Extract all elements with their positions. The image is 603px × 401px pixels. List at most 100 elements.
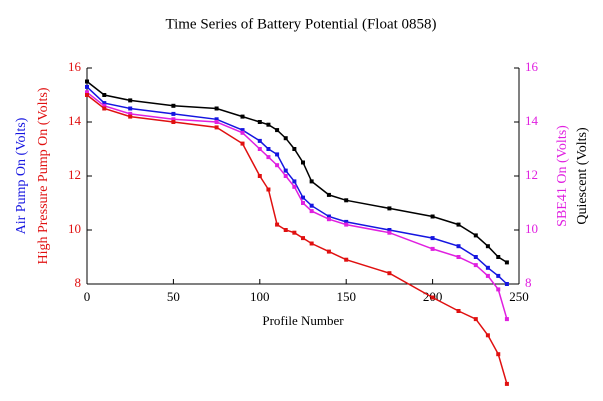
- data-point: [485, 333, 490, 338]
- data-point: [301, 195, 305, 200]
- y-axis-label: Air Pump On (Volts): [14, 117, 29, 234]
- y2-tick-label: 14: [525, 113, 539, 128]
- data-point: [292, 147, 297, 151]
- data-point: [326, 217, 331, 222]
- data-point: [171, 111, 176, 116]
- data-point: [240, 128, 245, 133]
- data-point: [85, 90, 89, 95]
- data-point: [456, 244, 461, 249]
- data-point: [301, 201, 305, 205]
- data-point: [473, 317, 478, 322]
- y2-tick-label: 12: [525, 167, 538, 182]
- data-point: [266, 122, 271, 127]
- y2-axis-label: Quiescent (Volts): [575, 127, 590, 225]
- data-point: [456, 309, 461, 313]
- data-point: [473, 263, 478, 268]
- data-point: [275, 163, 280, 168]
- data-point: [240, 141, 245, 146]
- data-point: [473, 233, 478, 238]
- data-point: [214, 125, 219, 130]
- data-point: [504, 381, 509, 386]
- data-point: [430, 214, 435, 219]
- data-point: [128, 106, 133, 111]
- data-point: [430, 246, 435, 251]
- data-point: [504, 317, 509, 322]
- y2-tick-label: 10: [525, 221, 538, 236]
- data-point: [283, 136, 288, 141]
- data-point: [485, 265, 490, 270]
- x-tick-label: 250: [509, 289, 529, 304]
- y2-axis-label: SBE41 On (Volts): [555, 125, 570, 227]
- chart-title: Time Series of Battery Potential (Float …: [165, 16, 436, 32]
- data-point: [301, 160, 305, 165]
- data-point: [266, 155, 271, 160]
- data-point: [485, 273, 490, 278]
- data-point: [473, 255, 478, 259]
- data-point: [102, 93, 107, 97]
- data-point: [85, 79, 89, 84]
- data-point: [496, 352, 501, 357]
- data-point: [266, 147, 271, 151]
- data-point: [240, 130, 245, 135]
- data-point: [283, 174, 288, 178]
- data-point: [128, 98, 133, 103]
- x-tick-label: 100: [250, 289, 270, 304]
- data-point: [257, 138, 262, 143]
- y-tick-label: 14: [68, 113, 82, 128]
- x-tick-label: 50: [167, 289, 180, 304]
- data-point: [496, 287, 501, 292]
- data-point: [301, 236, 305, 241]
- data-point: [344, 198, 349, 203]
- data-point: [387, 206, 392, 211]
- data-point: [496, 273, 501, 278]
- series-line: [86, 80, 508, 264]
- x-tick-label: 150: [336, 289, 356, 304]
- data-point: [387, 271, 392, 276]
- data-point: [309, 203, 314, 208]
- y-tick-label: 12: [68, 167, 81, 182]
- data-point: [257, 174, 262, 178]
- data-point: [387, 228, 392, 232]
- data-point: [309, 179, 314, 184]
- data-point: [128, 111, 133, 116]
- data-point: [504, 282, 509, 286]
- y2-tick-label: 8: [525, 275, 532, 290]
- data-point: [292, 230, 297, 235]
- data-point: [257, 147, 262, 151]
- data-point: [171, 117, 176, 122]
- data-point: [214, 117, 219, 122]
- data-point: [266, 187, 271, 192]
- y-tick-label: 16: [68, 59, 82, 74]
- data-point: [85, 84, 89, 89]
- data-point: [344, 257, 349, 262]
- data-point: [344, 219, 349, 224]
- y-tick-label: 10: [68, 221, 81, 236]
- data-point: [496, 255, 501, 259]
- data-point: [171, 120, 176, 124]
- y-tick-label: 8: [75, 275, 82, 290]
- data-point: [292, 184, 297, 189]
- data-point: [344, 222, 349, 227]
- data-point: [102, 101, 107, 106]
- data-point: [456, 222, 461, 227]
- data-point: [275, 128, 280, 133]
- y2-tick-label: 16: [525, 59, 539, 74]
- data-point: [275, 152, 280, 157]
- data-point: [430, 295, 435, 300]
- data-point: [85, 93, 89, 97]
- data-point: [485, 244, 490, 249]
- data-point: [292, 179, 297, 184]
- data-point: [240, 114, 245, 119]
- series-line: [86, 94, 508, 385]
- x-axis-label: Profile Number: [262, 313, 344, 328]
- data-point: [102, 103, 107, 108]
- data-point: [326, 249, 331, 254]
- data-point: [102, 106, 107, 111]
- data-point: [430, 236, 435, 241]
- series-line: [86, 86, 508, 285]
- x-tick-label: 0: [84, 289, 91, 304]
- data-point: [214, 120, 219, 124]
- data-point: [214, 106, 219, 111]
- data-point: [171, 103, 176, 108]
